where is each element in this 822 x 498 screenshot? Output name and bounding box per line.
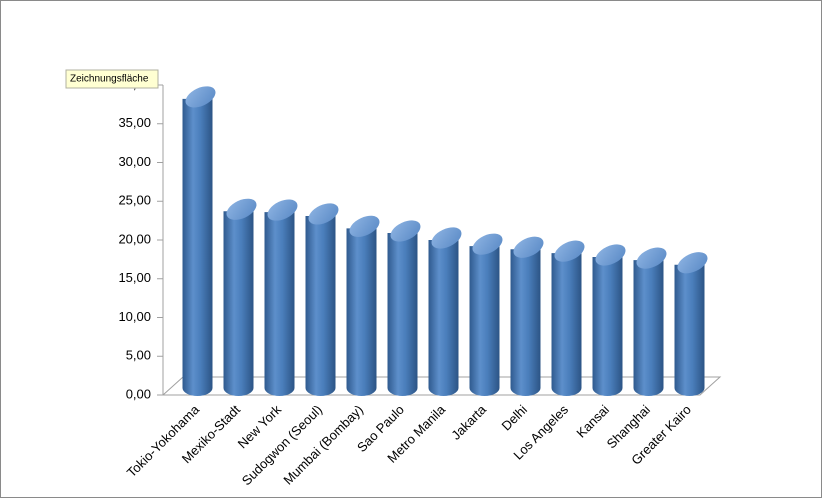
- bar: [346, 228, 377, 396]
- bar-top: [554, 240, 585, 262]
- bar: [551, 253, 582, 396]
- bar-top: [308, 203, 339, 225]
- y-tick-label: 20,00: [118, 231, 151, 246]
- y-tick-label: 5,00: [126, 348, 151, 363]
- bar-top: [185, 86, 216, 108]
- bar-top: [677, 252, 708, 274]
- bar: [305, 215, 336, 396]
- bar: [182, 98, 213, 397]
- y-tick-label: 10,00: [118, 309, 151, 324]
- tooltip: Zeichnungsfläche: [70, 74, 149, 85]
- bar-top: [636, 247, 667, 269]
- bar: [428, 239, 459, 396]
- bar: [592, 257, 623, 396]
- bar-top: [349, 215, 380, 237]
- y-tick-label: 0,00: [126, 386, 151, 401]
- y-tick-label: 35,00: [118, 115, 151, 130]
- bar: [264, 212, 295, 396]
- y-tick-label: 25,00: [118, 193, 151, 208]
- bar-top: [472, 233, 503, 255]
- bar-top: [390, 220, 421, 242]
- bar: [469, 246, 500, 396]
- y-tick-label: 30,00: [118, 154, 151, 169]
- bar-top: [431, 227, 462, 249]
- bar: [510, 249, 541, 396]
- y-tick-label: 15,00: [118, 270, 151, 285]
- bar-top: [267, 199, 298, 221]
- bar-top: [513, 236, 544, 258]
- tooltip-box: [65, 69, 159, 89]
- bar: [387, 233, 418, 396]
- bar: [633, 260, 664, 396]
- bar: [223, 211, 254, 396]
- bar-top: [595, 244, 626, 266]
- bar-top: [226, 198, 257, 220]
- bar: [674, 264, 705, 396]
